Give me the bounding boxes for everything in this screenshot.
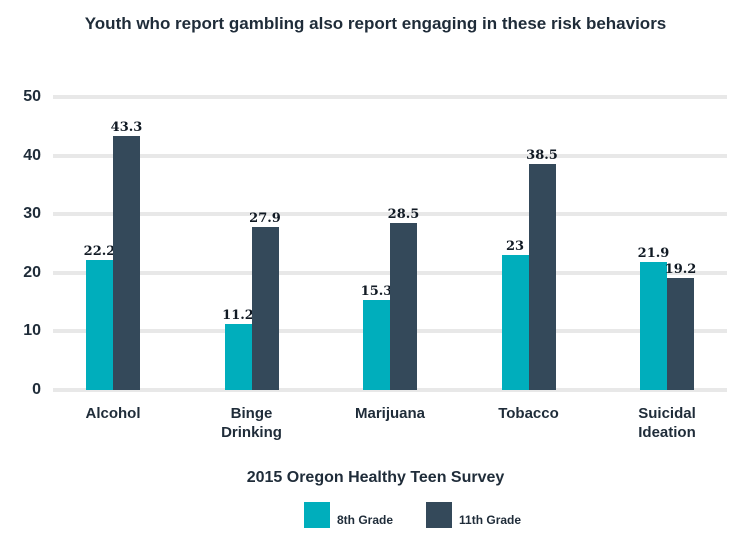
bar-value-label: 38.5 [526,148,558,164]
gridline [53,388,727,392]
y-tick-label: 50 [23,88,41,105]
bar-value-label: 43.3 [110,120,143,136]
bar-group: 23 38.5 [501,148,558,390]
y-tick-label: 20 [23,263,41,281]
gridline [53,95,727,99]
bar: 38.5 [526,148,558,390]
bar-group: 21.9 19.2 [638,246,696,390]
bar-value-label: 28.5 [387,207,420,222]
bar-value-label: 27.9 [249,210,281,226]
bar: 27.9 [249,211,281,390]
bar-value-label: 11.2 [222,308,254,324]
legend-swatch [426,502,453,528]
bar: 19.2 [665,262,696,390]
legend-item: 11th Grade [426,502,521,528]
bar: 11.2 [222,308,254,390]
legend-swatch [304,502,330,528]
bar-value-label: 19.2 [664,261,697,277]
chart-title: Youth who report gambling also report en… [84,14,667,33]
bar-group: 11.2 27.9 [222,211,281,390]
y-tick-label: 30 [23,205,41,223]
y-tick-label: 10 [23,322,41,340]
x-axis-label: Suicidal Ideation [638,405,696,441]
legend-item: 8th Grade [304,502,393,528]
bar: 23 [501,239,529,390]
bar-value-label: 22.2 [83,243,116,259]
bar: 15.3 [361,284,392,390]
x-axis-label: Marijuana [354,405,426,422]
bar: 22.2 [84,244,115,390]
bar: 21.9 [638,246,669,390]
gridline [53,153,727,158]
bar-value-label: 21.9 [637,245,670,261]
bar: 28.5 [388,207,419,390]
bar-value-label: 23 [505,239,525,255]
bar-group: 22.2 43.3 [84,120,142,390]
x-axis-label: Alcohol [85,405,141,422]
y-tick-label: 0 [32,381,41,398]
gridline [53,212,727,217]
bar-value-label: 15.3 [360,284,393,300]
legend-label: 11th Grade [459,513,522,527]
bar: 43.3 [111,120,142,390]
bar-group: 15.3 28.5 [361,207,419,390]
legend: 8th Grade 11th Grade [304,501,521,528]
chart-subtitle: 2015 Oregon Healthy Teen Survey [246,469,505,486]
legend-label: 8th Grade [337,513,394,527]
plot-area: 0 10 20 30 40 50 22.2 43.3 Alcohol 11.2 27.9 Binge … [23,88,727,441]
x-axis-label: Binge Drinking [221,405,282,441]
y-tick-label: 40 [23,146,41,164]
x-axis-label: Tobacco [498,405,559,422]
